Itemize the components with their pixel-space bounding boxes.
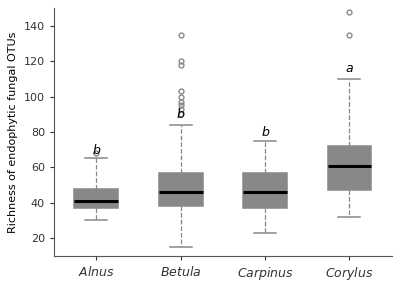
PathPatch shape — [74, 188, 118, 208]
Text: b: b — [177, 108, 184, 122]
PathPatch shape — [243, 173, 287, 208]
PathPatch shape — [159, 173, 202, 206]
Text: b: b — [92, 144, 100, 157]
Text: a: a — [346, 62, 353, 75]
PathPatch shape — [328, 146, 372, 190]
Text: b: b — [261, 126, 269, 139]
Y-axis label: Richness of endophytic fungal OTUs: Richness of endophytic fungal OTUs — [8, 31, 18, 233]
